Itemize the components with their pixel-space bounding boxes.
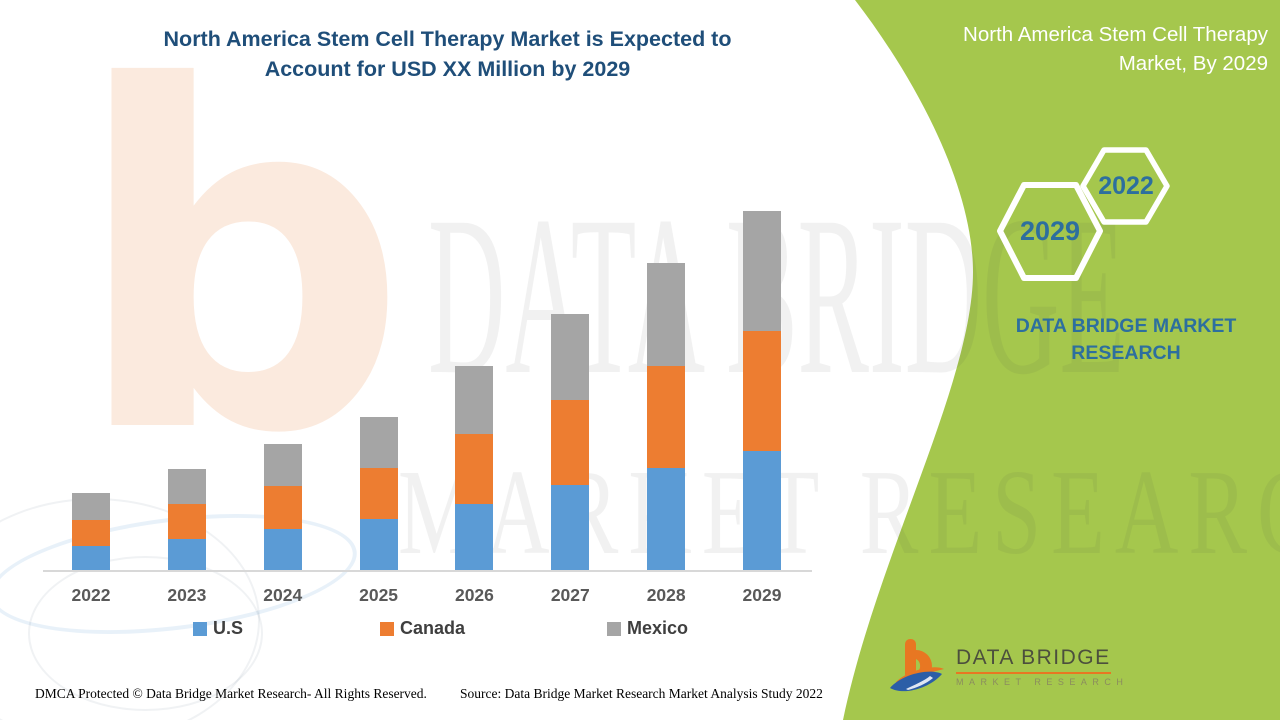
x-axis-label-2022: 2022: [71, 585, 111, 605]
legend-item-us: U.S: [193, 618, 243, 639]
dbmr-logo-subtitle: MARKET RESEARCH: [956, 677, 1129, 687]
bar-segment-us-2029: [743, 451, 782, 571]
bar-2029: [743, 211, 782, 571]
bar-segment-canada-2022: [72, 520, 110, 546]
side-panel-heading-line2: Market, By 2029: [1118, 52, 1268, 75]
bar-2028: [647, 263, 686, 571]
footer-source-text: Source: Data Bridge Market Research Mark…: [460, 686, 823, 701]
legend-swatch-icon: [380, 621, 394, 636]
dbmr-logo-underline: [956, 672, 1111, 674]
hexagon-year-2029: 2029: [1019, 216, 1081, 246]
watermark-text-market-research: MARKET RESEARCH: [398, 445, 1280, 580]
hexagon-year-2022: 2022: [1098, 172, 1154, 200]
chart-title-line2: Account for USD XX Million by 2029: [264, 57, 631, 81]
bar-segment-mexico-2027: [551, 314, 590, 400]
watermark-circle: [28, 556, 263, 711]
bar-segment-mexico-2029: [743, 211, 782, 331]
bar-segment-us-2027: [551, 485, 590, 571]
x-axis-label-2023: 2023: [167, 585, 207, 605]
bar-segment-us-2026: [455, 504, 494, 571]
bar-2024: [263, 444, 302, 571]
bar-segment-canada-2024: [263, 486, 302, 529]
brand-text-line1: DATA BRIDGE MARKET: [1015, 315, 1237, 337]
dbmr-logo-icon: [890, 639, 944, 692]
bar-2026: [455, 366, 494, 571]
bar-segment-us-2022: [72, 546, 110, 571]
bar-segment-canada-2023: [167, 504, 206, 539]
bar-segment-mexico-2025: [359, 417, 398, 468]
bar-2027: [551, 314, 590, 571]
x-axis-label-2029: 2029: [742, 585, 782, 605]
x-axis-label-2028: 2028: [646, 585, 686, 605]
dbmr-logo-text: DATA BRIDGE MARKET RESEARCH: [956, 646, 1128, 706]
bar-segment-canada-2025: [359, 468, 398, 519]
watermark-logo-b: b: [72, 0, 409, 536]
chart-title: North America Stem Cell Therapy Market i…: [55, 24, 840, 84]
x-axis-labels: 2022 2023 2024 2025 2026 2027 2028 2029: [43, 585, 811, 609]
legend-swatch-icon: [607, 621, 621, 636]
bar-2023: [167, 469, 206, 571]
bar-segment-mexico-2022: [72, 493, 110, 520]
bar-chart-plot: [43, 211, 811, 571]
x-axis-label-2025: 2025: [359, 585, 399, 605]
footer-dmca-text: DMCA Protected © Data Bridge Market Rese…: [35, 686, 427, 701]
side-panel-heading-line1: North America Stem Cell Therapy: [963, 23, 1268, 46]
x-axis-label-2027: 2027: [550, 585, 590, 605]
bar-segment-canada-2029: [743, 331, 782, 451]
bar-2025: [359, 417, 398, 571]
legend-label: Mexico: [627, 618, 689, 638]
chart-title-line1: North America Stem Cell Therapy Market i…: [163, 27, 732, 51]
brand-text: DATA BRIDGE MARKET RESEARCH: [995, 313, 1257, 367]
bar-segment-mexico-2024: [263, 444, 302, 486]
side-panel-heading: North America Stem Cell Therapy Market, …: [900, 20, 1268, 78]
bar-segment-canada-2027: [551, 400, 590, 485]
bar-segment-mexico-2026: [455, 366, 494, 434]
bar-2022: [72, 493, 110, 571]
x-axis-label-2024: 2024: [263, 585, 303, 605]
bar-segment-us-2024: [263, 529, 302, 571]
bar-segment-us-2028: [647, 468, 686, 571]
x-axis-label-2026: 2026: [454, 585, 494, 605]
legend-label: U.S: [213, 618, 244, 638]
hexagon-2029-outline: [997, 182, 1103, 281]
legend-item-mexico: Mexico: [607, 618, 688, 639]
legend-label: Canada: [400, 618, 466, 638]
bar-segment-us-2025: [359, 519, 398, 571]
bar-segment-canada-2028: [647, 366, 686, 468]
chart-legend: U.S Canada Mexico: [0, 618, 860, 644]
bar-segment-mexico-2023: [167, 469, 206, 504]
bar-segment-canada-2026: [455, 434, 494, 504]
hexagon-badges: [997, 147, 1170, 281]
legend-item-canada: Canada: [380, 618, 465, 639]
x-axis-line: [43, 570, 812, 572]
hexagon-2022-outline: [1080, 147, 1170, 225]
brand-text-line2: RESEARCH: [1071, 342, 1181, 364]
dbmr-logo-name: DATA BRIDGE: [956, 646, 1111, 669]
bar-segment-mexico-2028: [647, 263, 686, 366]
dbmr-logo: DATA BRIDGE MARKET RESEARCH: [886, 636, 1226, 706]
legend-swatch-icon: [193, 621, 207, 636]
bar-segment-us-2023: [167, 539, 206, 571]
